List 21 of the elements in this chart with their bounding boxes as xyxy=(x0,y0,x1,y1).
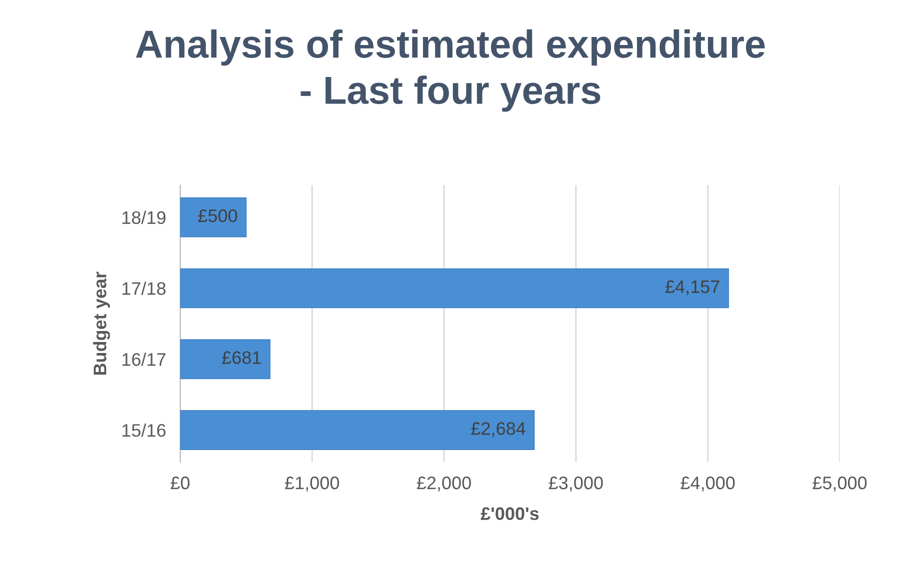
x-axis-title: £'000's xyxy=(480,507,539,520)
y-axis-title: Budget year xyxy=(93,272,110,375)
y-tick-label: 16/17 xyxy=(122,352,166,366)
y-tick-label: 15/16 xyxy=(122,424,166,437)
y-tick-label: 18/19 xyxy=(122,210,166,224)
x-tick-label: £1,000 xyxy=(285,476,340,492)
x-tick-label: £0 xyxy=(170,476,190,490)
bar xyxy=(180,339,270,380)
chart-title: Analysis of estimated expenditure - Last four years xyxy=(136,29,765,112)
y-tick-label: 17/18 xyxy=(122,282,166,295)
bar xyxy=(180,410,535,450)
data-label: £2,684 xyxy=(471,422,526,438)
bar xyxy=(180,268,729,308)
x-tick-label: £3,000 xyxy=(548,476,603,492)
x-tick-label: £5,000 xyxy=(812,476,867,492)
x-tick-label: £2,000 xyxy=(416,476,471,492)
data-label: £4,157 xyxy=(665,280,720,296)
data-label: £500 xyxy=(198,209,238,222)
data-label: £681 xyxy=(222,351,261,364)
x-tick-label: £4,000 xyxy=(680,476,735,492)
bar xyxy=(180,197,247,238)
